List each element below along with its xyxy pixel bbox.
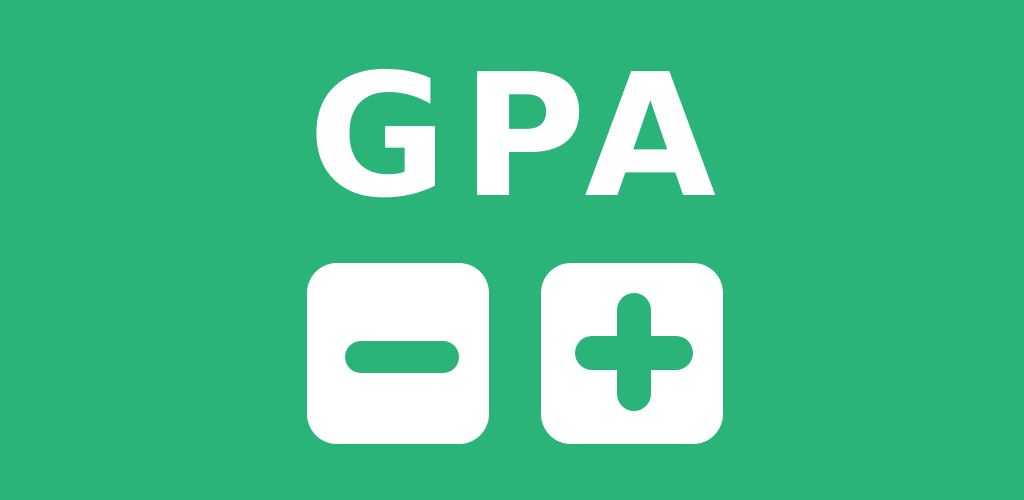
app-title: GPA — [307, 38, 731, 236]
plus-button[interactable] — [541, 263, 723, 444]
plus-icon — [575, 293, 693, 411]
minus-icon — [345, 341, 459, 373]
minus-button[interactable] — [307, 263, 489, 444]
